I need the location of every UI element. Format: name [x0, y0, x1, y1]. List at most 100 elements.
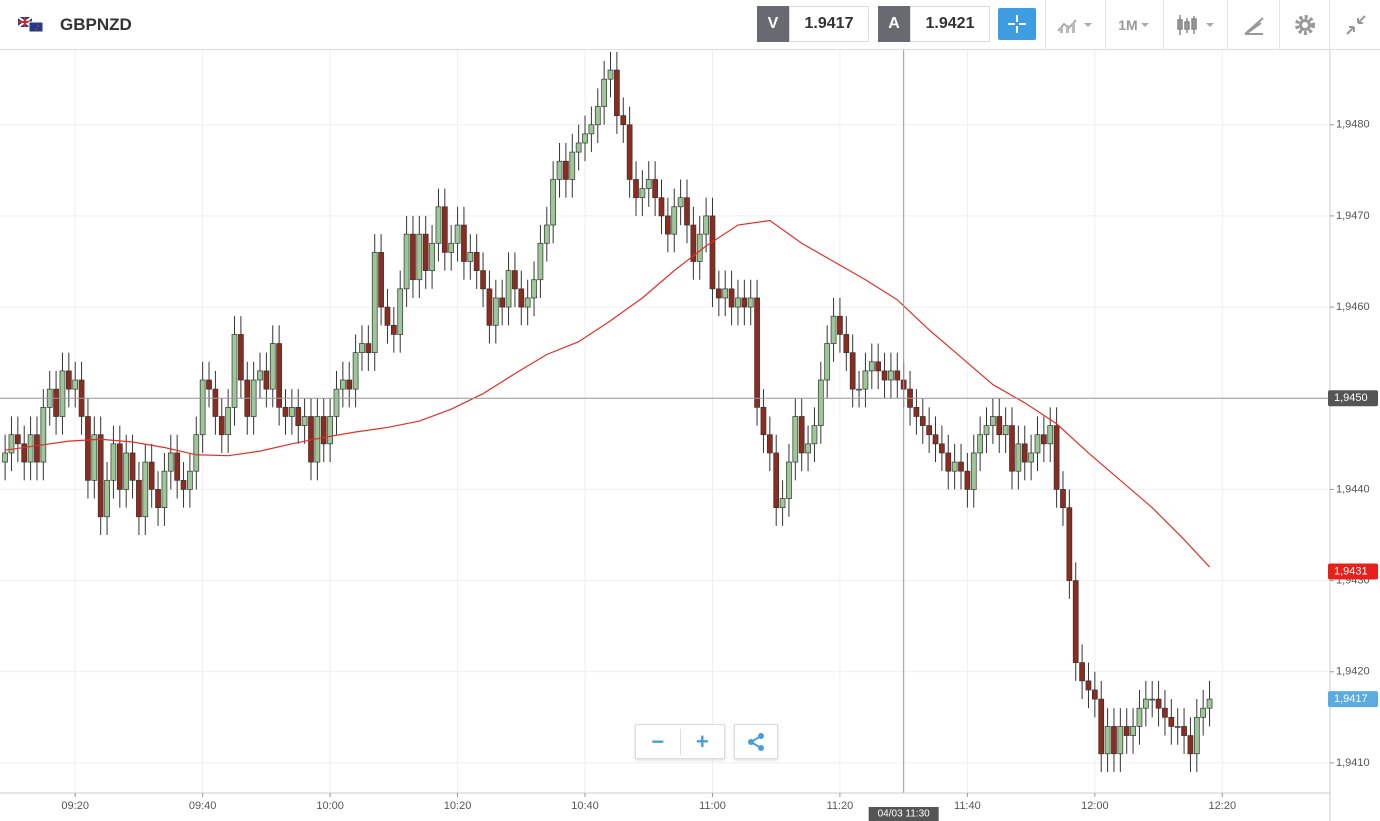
candles-icon	[1177, 14, 1214, 35]
candle-body	[798, 416, 805, 454]
candle-body	[512, 270, 518, 290]
candle-body	[894, 370, 901, 381]
candle-body	[180, 479, 187, 490]
candle-body	[620, 115, 627, 126]
candle-body	[563, 160, 569, 180]
candle-body	[148, 461, 155, 490]
candle-body	[218, 416, 225, 436]
candle-body	[429, 242, 435, 271]
zoom-buttons: − +	[635, 724, 725, 759]
candle-body	[467, 252, 474, 262]
zoom-in[interactable]: +	[695, 728, 709, 754]
candle-body	[690, 224, 697, 262]
candle-body	[951, 461, 958, 472]
x-tick-label: 10:40	[571, 800, 599, 812]
fullscreen-button[interactable]	[1329, 0, 1380, 49]
candle-body	[1009, 425, 1015, 472]
sell-price[interactable]: 1.9417	[789, 6, 869, 42]
axis-background	[0, 793, 1330, 821]
candle-body	[677, 197, 684, 208]
candle-body	[72, 379, 79, 390]
candle-body	[212, 388, 219, 417]
candle-body	[34, 434, 40, 463]
candle-body	[1149, 698, 1156, 701]
candle-body	[454, 224, 461, 244]
candle-body	[448, 242, 455, 253]
candle-body	[747, 297, 754, 308]
candle-body	[21, 443, 28, 463]
candle-body	[1104, 726, 1111, 755]
candle-body	[594, 106, 601, 126]
symbol: GBPNZD	[60, 14, 132, 34]
crosshair-time-label: 04/03 11:30	[878, 809, 931, 820]
candle-body	[639, 188, 646, 199]
candle-body	[614, 69, 620, 116]
candle-body	[1206, 698, 1213, 709]
x-tick-label: 11:00	[699, 800, 726, 812]
flag-icon	[18, 17, 44, 33]
candle-body	[671, 206, 678, 235]
candle-body	[231, 334, 238, 408]
candle-body	[333, 388, 340, 417]
candle-body	[881, 370, 888, 381]
candle-body	[155, 489, 161, 509]
candle-body	[537, 242, 544, 281]
last-price-box	[1328, 691, 1378, 708]
crosshair-button[interactable]	[998, 8, 1036, 40]
timeframe: 1M	[1118, 16, 1138, 33]
candle-body	[524, 297, 531, 308]
draw-button[interactable]	[1227, 0, 1280, 49]
candle-body	[397, 288, 404, 335]
candle-body	[91, 434, 98, 481]
candle-body	[123, 452, 130, 490]
candle-body	[1136, 707, 1143, 727]
candle-body	[1168, 716, 1175, 727]
last-price-label: 1,9417	[1334, 693, 1368, 705]
candle-body	[371, 252, 378, 354]
candle-body	[320, 416, 327, 445]
candle-body	[378, 252, 384, 308]
candle-body	[1091, 689, 1098, 700]
crosshair-price-label: 1,9450	[1334, 392, 1368, 404]
buy-price[interactable]: 1.9421	[910, 6, 990, 42]
chart-type-button[interactable]	[1045, 0, 1106, 49]
candle-body	[492, 297, 499, 326]
settings-button[interactable]	[1279, 0, 1330, 49]
candle-body	[65, 370, 72, 390]
x-tick-label: 11:20	[827, 800, 854, 812]
y-tick-label: 1,9440	[1336, 483, 1370, 495]
candle-body	[888, 370, 894, 381]
candle-body	[849, 352, 856, 390]
candle-body	[741, 297, 748, 308]
candle-body	[811, 425, 818, 445]
candle-body	[505, 270, 512, 308]
candle-body	[773, 452, 780, 509]
candle-body	[499, 297, 506, 308]
candle-body	[59, 370, 66, 417]
y-tick-label: 1,9460	[1336, 301, 1370, 313]
candles-button[interactable]	[1163, 0, 1228, 49]
zoom-out[interactable]: −	[636, 728, 681, 755]
candle-body	[1079, 662, 1085, 682]
candle-body	[1085, 680, 1092, 691]
candle-body	[1200, 707, 1207, 718]
candle-body	[939, 443, 945, 454]
ma-price-label: 1,9431	[1334, 565, 1368, 577]
share-button[interactable]	[734, 724, 778, 759]
candle-body	[1098, 698, 1105, 755]
buy-label[interactable]: A	[878, 6, 910, 42]
timeframe-button[interactable]: 1M	[1105, 0, 1164, 49]
candle-body	[1130, 726, 1136, 736]
candle-body	[1041, 434, 1047, 445]
candle-body	[85, 416, 91, 481]
candle-body	[1002, 425, 1009, 436]
candle-body	[14, 434, 21, 445]
sell-label[interactable]: V	[757, 6, 789, 42]
candle-body	[422, 233, 429, 271]
candle-body	[1034, 434, 1041, 454]
candle-body	[913, 407, 920, 417]
candle-body	[225, 407, 231, 436]
candle-body	[830, 315, 837, 344]
toolbar: GBPNZD V 1.9417 A 1.9421 1M	[0, 0, 1380, 50]
